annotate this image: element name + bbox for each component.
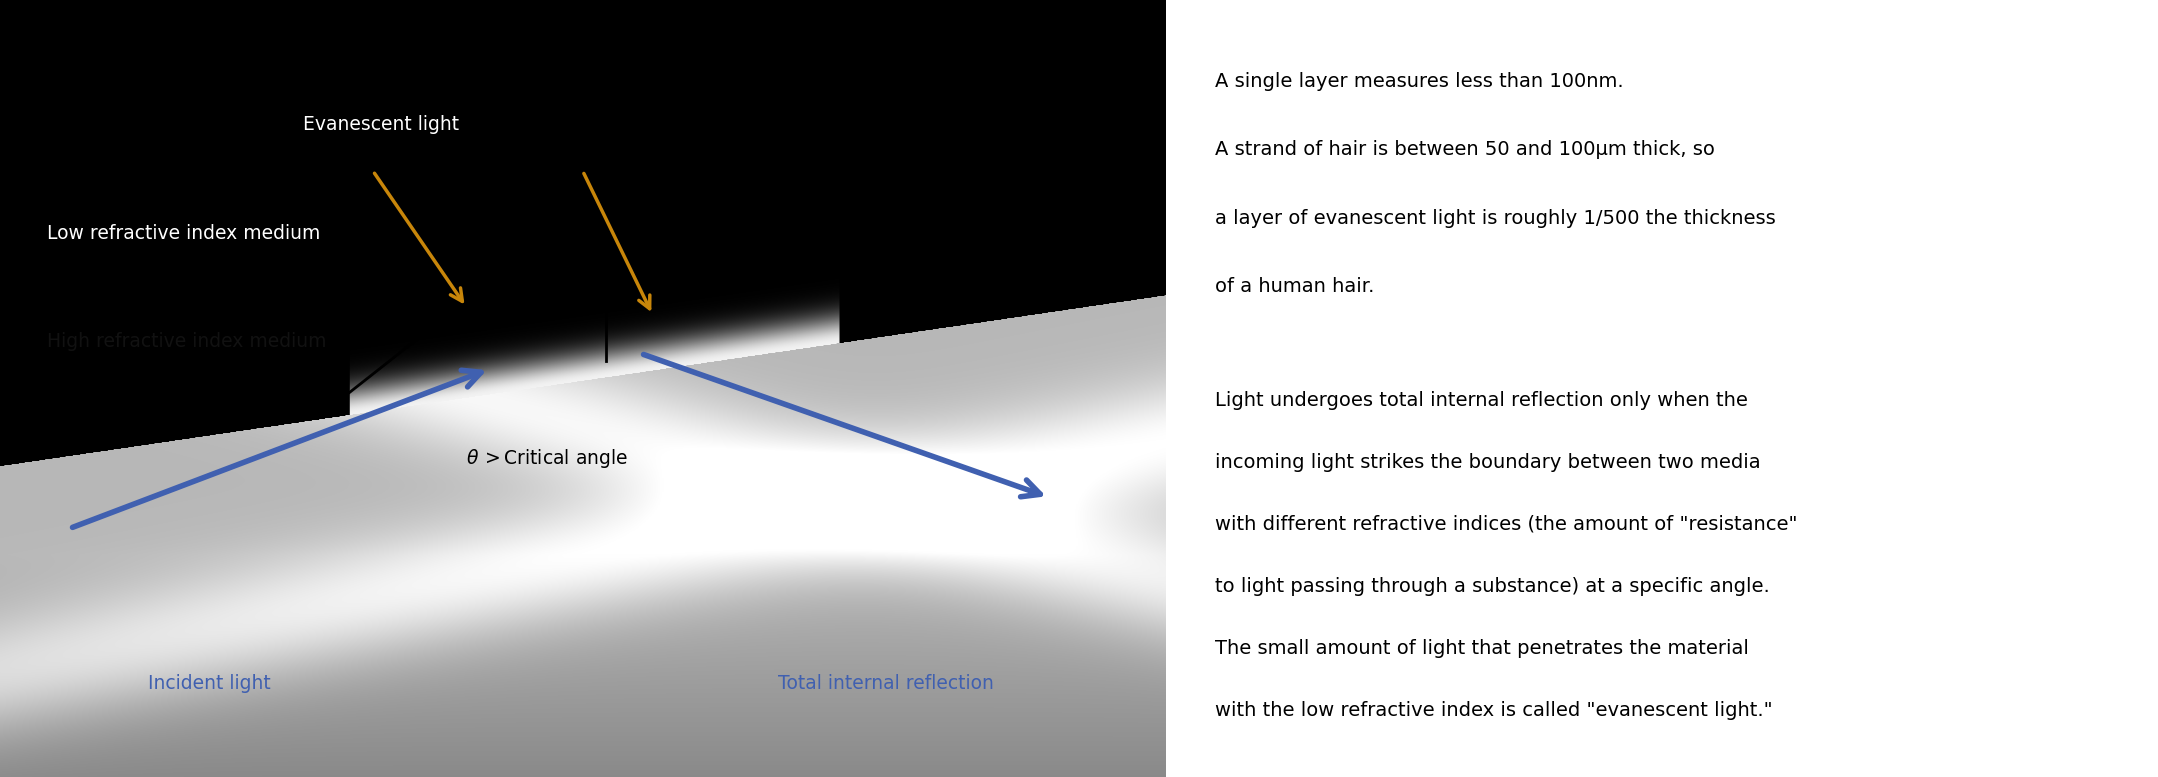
Text: of a human hair.: of a human hair. xyxy=(1215,277,1375,296)
Text: High refractive index medium: High refractive index medium xyxy=(47,333,326,351)
Text: to light passing through a substance) at a specific angle.: to light passing through a substance) at… xyxy=(1215,577,1770,596)
Text: a layer of evanescent light is roughly 1/500 the thickness: a layer of evanescent light is roughly 1… xyxy=(1215,209,1776,228)
Text: The small amount of light that penetrates the material: The small amount of light that penetrate… xyxy=(1215,639,1750,658)
Text: $\theta$: $\theta$ xyxy=(658,258,673,278)
Text: Total internal reflection: Total internal reflection xyxy=(777,674,993,693)
Text: A strand of hair is between 50 and 100μm thick, so: A strand of hair is between 50 and 100μm… xyxy=(1215,141,1716,159)
Text: with different refractive indices (the amount of "resistance": with different refractive indices (the a… xyxy=(1215,515,1798,534)
Text: Light undergoes total internal reflection only when the: Light undergoes total internal reflectio… xyxy=(1215,391,1748,409)
Text: with the low refractive index is called "evanescent light.": with the low refractive index is called … xyxy=(1215,702,1774,720)
Text: incoming light strikes the boundary between two media: incoming light strikes the boundary betw… xyxy=(1215,453,1761,472)
Text: A single layer measures less than 100nm.: A single layer measures less than 100nm. xyxy=(1215,72,1625,91)
Text: Evanescent light: Evanescent light xyxy=(302,115,460,134)
Text: Incident light: Incident light xyxy=(149,674,272,693)
Text: $\theta\,>$Critical angle: $\theta\,>$Critical angle xyxy=(466,447,628,470)
Text: Low refractive index medium: Low refractive index medium xyxy=(47,224,319,242)
